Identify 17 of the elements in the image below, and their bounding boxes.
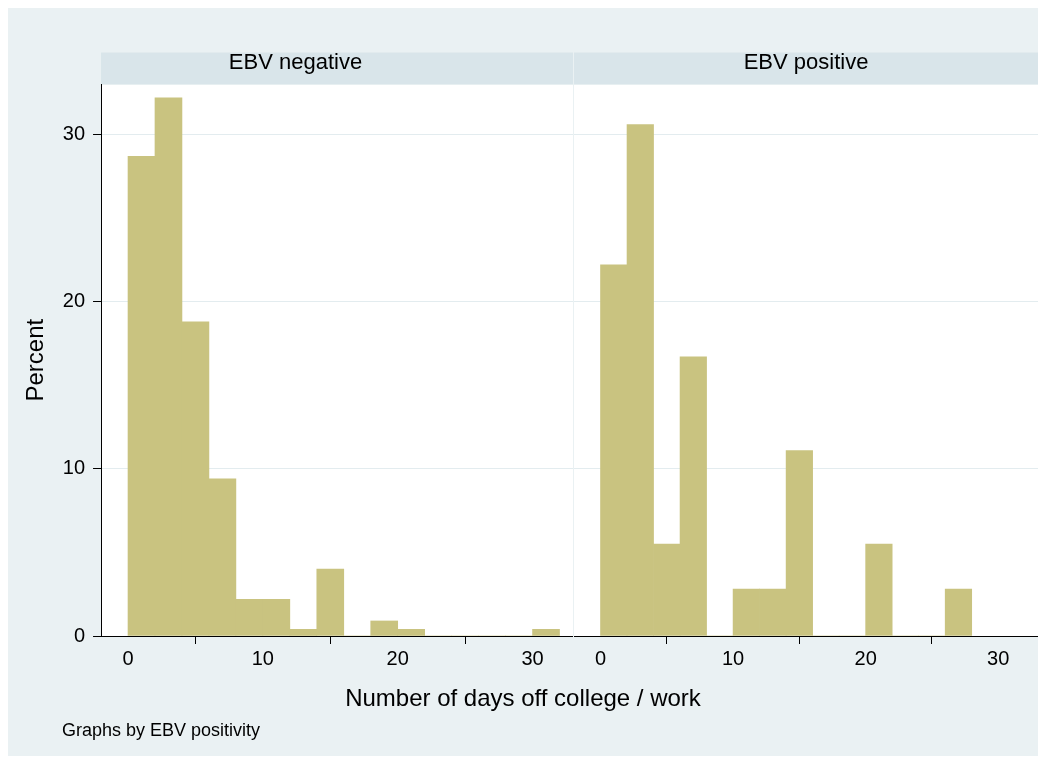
x-tick-label: 0 (122, 646, 134, 669)
y-axis-title: Percent (21, 318, 49, 402)
chart-title: EBV negative (228, 49, 363, 75)
x-tick-label: 30 (987, 646, 1010, 669)
chart-title: EBV positive (743, 49, 869, 75)
text: Graphs by EBV positivity (62, 720, 261, 741)
x-axis-title: Number of days off college / work (344, 684, 702, 712)
y-tick-label: 10 (62, 456, 86, 479)
x-tick-label: 10 (721, 646, 745, 669)
x-tick-label: 0 (594, 646, 607, 669)
x-tick-label: 20 (386, 646, 409, 669)
y-tick-label: 20 (62, 289, 86, 312)
y-tick-label: 30 (62, 122, 86, 145)
x-tick-label: 30 (521, 646, 544, 669)
x-tick-label: 10 (251, 646, 274, 669)
x-tick-label: 20 (854, 646, 877, 669)
y-tick-label: 0 (73, 623, 86, 646)
